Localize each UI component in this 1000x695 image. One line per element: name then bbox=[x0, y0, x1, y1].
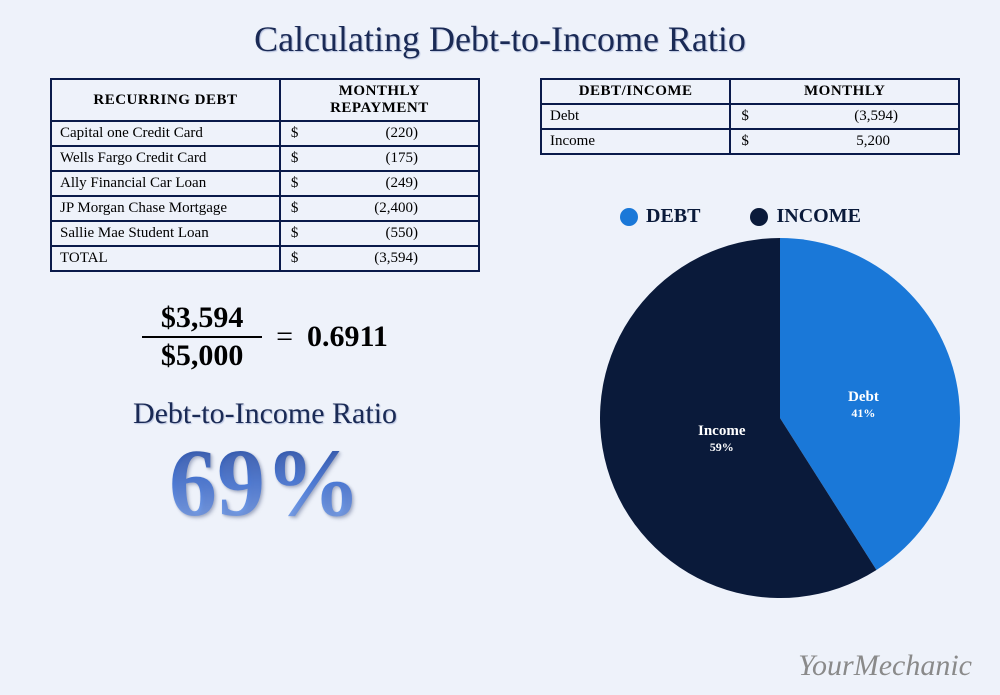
table-row: Income$5,200 bbox=[541, 129, 959, 154]
debt-label-cell: Ally Financial Car Loan bbox=[51, 171, 280, 196]
legend-item: DEBT bbox=[620, 205, 700, 228]
debt-amount-cell: $(3,594) bbox=[280, 246, 479, 271]
debt-label-cell: Capital one Credit Card bbox=[51, 121, 280, 146]
pie-chart: Debt41% Income59% bbox=[600, 238, 960, 598]
debt-table-header-0: RECURRING DEBT bbox=[51, 79, 280, 121]
debt-amount-cell: $(175) bbox=[280, 146, 479, 171]
debt-label-cell: Sallie Mae Student Loan bbox=[51, 221, 280, 246]
debt-table-header-1: MONTHLY REPAYMENT bbox=[280, 79, 479, 121]
debt-label-cell: JP Morgan Chase Mortgage bbox=[51, 196, 280, 221]
summary-label-cell: Debt bbox=[541, 104, 730, 129]
equation-result: 0.6911 bbox=[307, 320, 388, 354]
equation-numerator: $3,594 bbox=[161, 302, 244, 334]
summary-header-1: MONTHLY bbox=[730, 79, 959, 104]
watermark: YourMechanic bbox=[798, 649, 972, 683]
equation-fraction: $3,594 $5,000 bbox=[142, 302, 262, 371]
summary-header-0: DEBT/INCOME bbox=[541, 79, 730, 104]
right-column: DEBT/INCOME MONTHLY Debt$(3,594)Income$5… bbox=[540, 78, 960, 598]
table-row: Sallie Mae Student Loan$(550) bbox=[51, 221, 479, 246]
table-row: TOTAL$(3,594) bbox=[51, 246, 479, 271]
debt-amount-cell: $(550) bbox=[280, 221, 479, 246]
pie-svg bbox=[600, 238, 960, 598]
page-title: Calculating Debt-to-Income Ratio bbox=[0, 18, 1000, 60]
pie-slice-label: Income59% bbox=[698, 422, 746, 454]
main-layout: RECURRING DEBT MONTHLY REPAYMENT Capital… bbox=[0, 60, 1000, 598]
legend-swatch bbox=[620, 208, 638, 226]
summary-label-cell: Income bbox=[541, 129, 730, 154]
legend-swatch bbox=[750, 208, 768, 226]
summary-amount-cell: $(3,594) bbox=[730, 104, 959, 129]
left-column: RECURRING DEBT MONTHLY REPAYMENT Capital… bbox=[50, 78, 480, 598]
debt-amount-cell: $(249) bbox=[280, 171, 479, 196]
debt-amount-cell: $(2,400) bbox=[280, 196, 479, 221]
table-row: Capital one Credit Card$(220) bbox=[51, 121, 479, 146]
table-row: Debt$(3,594) bbox=[541, 104, 959, 129]
equation-equals: = bbox=[276, 320, 293, 354]
ratio-value: 69% bbox=[50, 435, 480, 531]
debt-label-cell: Wells Fargo Credit Card bbox=[51, 146, 280, 171]
fraction-bar bbox=[142, 336, 262, 338]
debt-label-cell: TOTAL bbox=[51, 246, 280, 271]
legend-item: INCOME bbox=[750, 205, 860, 228]
legend-text: INCOME bbox=[776, 205, 860, 228]
ratio-label: Debt-to-Income Ratio bbox=[50, 397, 480, 431]
table-row: JP Morgan Chase Mortgage$(2,400) bbox=[51, 196, 479, 221]
table-row: Ally Financial Car Loan$(249) bbox=[51, 171, 479, 196]
legend-text: DEBT bbox=[646, 205, 700, 228]
pie-slice-label: Debt41% bbox=[848, 388, 879, 420]
ratio-equation: $3,594 $5,000 = 0.6911 bbox=[50, 302, 480, 371]
table-row: Wells Fargo Credit Card$(175) bbox=[51, 146, 479, 171]
pie-legend: DEBT INCOME bbox=[620, 205, 960, 228]
debt-income-summary-table: DEBT/INCOME MONTHLY Debt$(3,594)Income$5… bbox=[540, 78, 960, 155]
debt-amount-cell: $(220) bbox=[280, 121, 479, 146]
equation-denominator: $5,000 bbox=[161, 340, 244, 372]
recurring-debt-table: RECURRING DEBT MONTHLY REPAYMENT Capital… bbox=[50, 78, 480, 272]
summary-amount-cell: $5,200 bbox=[730, 129, 959, 154]
